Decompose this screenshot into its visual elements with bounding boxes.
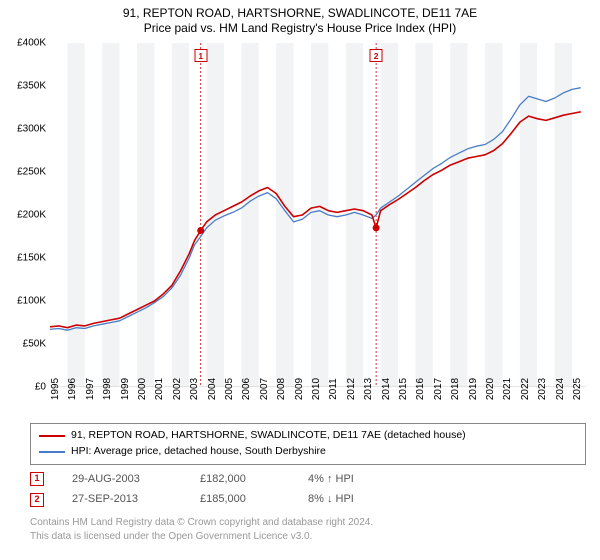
x-tick-label: 2013 [363, 378, 374, 400]
legend-row-property: 91, REPTON ROAD, HARTSHORNE, SWADLINCOTE… [39, 428, 577, 444]
transaction-row: 2 27-SEP-2013 £185,000 8% ↓ HPI [30, 489, 592, 510]
transaction-row: 1 29-AUG-2003 £182,000 4% ↑ HPI [30, 469, 592, 490]
chart-subtitle: Price paid vs. HM Land Registry's House … [8, 21, 592, 35]
transaction-price: £185,000 [200, 489, 280, 510]
legend-label-property: 91, REPTON ROAD, HARTSHORNE, SWADLINCOTE… [71, 428, 466, 444]
x-tick-label: 2006 [241, 378, 252, 400]
x-tick-label: 1997 [85, 378, 96, 400]
x-tick-label: 2020 [485, 378, 496, 400]
x-tick-label: 2023 [537, 378, 548, 400]
y-tick-label: £300K [17, 124, 46, 135]
legend-box: 91, REPTON ROAD, HARTSHORNE, SWADLINCOTE… [30, 423, 586, 465]
x-tick-label: 2004 [207, 378, 218, 400]
x-tick-label: 2011 [328, 378, 339, 400]
legend-row-hpi: HPI: Average price, detached house, Sout… [39, 444, 577, 460]
x-tick-label: 2001 [154, 378, 165, 400]
footer: Contains HM Land Registry data © Crown c… [30, 516, 592, 543]
legend-swatch-property [39, 435, 65, 437]
plot-svg [50, 43, 586, 387]
transaction-date: 29-AUG-2003 [72, 469, 172, 490]
y-tick-label: £150K [17, 253, 46, 264]
x-tick-label: 1999 [120, 378, 131, 400]
y-tick-label: £50K [23, 339, 46, 350]
x-tick-label: 2015 [398, 378, 409, 400]
legend-label-hpi: HPI: Average price, detached house, Sout… [71, 444, 326, 460]
transaction-marker: 1 [30, 472, 44, 486]
transaction-date: 27-SEP-2013 [72, 489, 172, 510]
y-tick-label: £200K [17, 210, 46, 221]
footer-line-2: This data is licensed under the Open Gov… [30, 530, 592, 544]
chart-title: 91, REPTON ROAD, HARTSHORNE, SWADLINCOTE… [8, 6, 592, 20]
footer-line-1: Contains HM Land Registry data © Crown c… [30, 516, 592, 530]
y-tick-label: £400K [17, 38, 46, 49]
sale-marker-icon: 1 [194, 49, 207, 62]
chart-container: 91, REPTON ROAD, HARTSHORNE, SWADLINCOTE… [0, 0, 600, 547]
transaction-price: £182,000 [200, 469, 280, 490]
x-tick-label: 2012 [346, 378, 357, 400]
x-tick-label: 2003 [189, 378, 200, 400]
x-tick-label: 2018 [450, 378, 461, 400]
sale-marker-icon: 2 [370, 49, 383, 62]
x-tick-label: 2009 [294, 378, 305, 400]
x-tick-label: 2016 [415, 378, 426, 400]
transaction-marker: 2 [30, 493, 44, 507]
x-tick-label: 2005 [224, 378, 235, 400]
x-tick-label: 2002 [172, 378, 183, 400]
x-tick-label: 2007 [259, 378, 270, 400]
transaction-diff: 4% ↑ HPI [308, 469, 408, 490]
y-tick-label: £100K [17, 296, 46, 307]
x-tick-label: 2022 [520, 378, 531, 400]
y-tick-label: £350K [17, 81, 46, 92]
transactions-table: 1 29-AUG-2003 £182,000 4% ↑ HPI 2 27-SEP… [30, 469, 592, 511]
y-tick-label: £250K [17, 167, 46, 178]
x-tick-label: 1998 [102, 378, 113, 400]
x-tick-label: 2000 [137, 378, 148, 400]
chart-area: £0 £50K £100K £150K £200K £250K £300K £350K £400… [8, 39, 592, 417]
transaction-diff: 8% ↓ HPI [308, 489, 408, 510]
plot-region [50, 43, 586, 387]
x-tick-label: 2019 [468, 378, 479, 400]
x-tick-label: 2014 [381, 378, 392, 400]
title-block: 91, REPTON ROAD, HARTSHORNE, SWADLINCOTE… [8, 6, 592, 35]
y-tick-label: £0 [35, 382, 46, 393]
x-tick-label: 2010 [311, 378, 322, 400]
x-tick-label: 1995 [50, 378, 61, 400]
x-tick-label: 1996 [67, 378, 78, 400]
legend-swatch-hpi [39, 451, 65, 453]
x-tick-label: 2021 [502, 378, 513, 400]
x-tick-label: 2017 [433, 378, 444, 400]
x-tick-label: 2025 [572, 378, 583, 400]
x-tick-label: 2008 [276, 378, 287, 400]
x-tick-label: 2024 [555, 378, 566, 400]
